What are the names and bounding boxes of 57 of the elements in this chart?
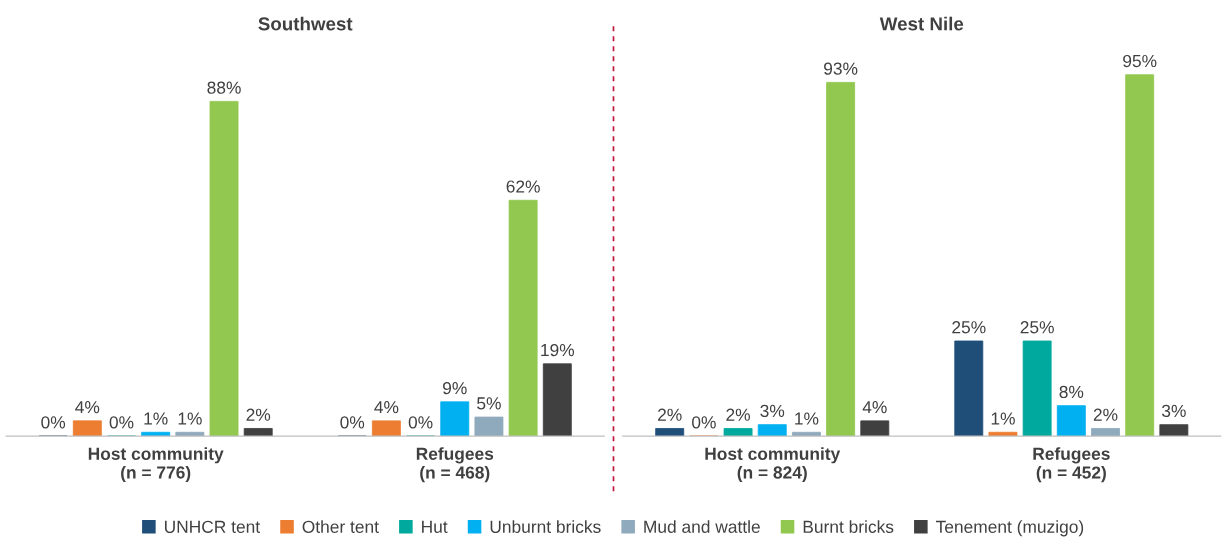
- chart-title: West Nile: [879, 16, 964, 31]
- bar: [72, 420, 102, 437]
- data-label: 25%: [1020, 321, 1054, 334]
- data-label: 1%: [144, 412, 168, 425]
- bar: [542, 363, 572, 437]
- data-label: 9%: [443, 381, 467, 395]
- bar: [440, 401, 470, 437]
- data-label: 19%: [541, 343, 575, 357]
- data-label: 95%: [1123, 54, 1157, 68]
- bar: [209, 100, 239, 437]
- bar: [954, 340, 984, 437]
- data-label: 93%: [824, 62, 858, 75]
- data-label: 0%: [408, 416, 433, 429]
- data-label: 88%: [207, 81, 241, 94]
- bar: [757, 424, 787, 437]
- chart-title: Southwest: [258, 16, 353, 31]
- data-label: 3%: [760, 404, 785, 418]
- bar: [826, 81, 856, 437]
- bar: [1159, 424, 1189, 437]
- data-label: 5%: [477, 397, 501, 410]
- data-label: 2%: [726, 408, 750, 421]
- data-label: 1%: [178, 412, 202, 425]
- x-tick-label: Refugees (n = 468): [416, 447, 494, 483]
- data-label: 0%: [41, 416, 66, 429]
- legend-label: Mud and wattle: [644, 520, 760, 533]
- x-tick-label: Refugees (n = 452): [1033, 447, 1110, 483]
- bar: [474, 416, 504, 437]
- data-label: 2%: [658, 408, 682, 421]
- data-label: 0%: [340, 416, 365, 429]
- bar: [508, 199, 538, 437]
- bar: [860, 420, 890, 437]
- legend-label: Other tent: [302, 520, 379, 533]
- data-label: 0%: [109, 416, 134, 429]
- legend-label: UNHCR tent: [164, 520, 260, 533]
- data-label: 0%: [692, 416, 716, 429]
- bar: [1022, 340, 1052, 437]
- bar: [371, 420, 401, 437]
- data-label: 8%: [1059, 385, 1084, 399]
- bar: [1125, 74, 1155, 437]
- x-tick-label: Host community (n = 824): [705, 447, 841, 483]
- data-label: 3%: [1161, 404, 1186, 418]
- data-label: 1%: [795, 412, 819, 425]
- bar: [1056, 405, 1086, 437]
- bar: [723, 428, 753, 437]
- data-label: 1%: [991, 412, 1015, 425]
- data-label: 4%: [75, 401, 100, 414]
- data-label: 4%: [862, 401, 887, 414]
- x-tick-label: Host community (n = 776): [88, 447, 224, 483]
- data-label: 4%: [374, 401, 399, 414]
- data-label: 62%: [506, 180, 540, 193]
- legend-label: Tenement (muzigo): [936, 520, 1084, 537]
- legend-label: Hut: [422, 520, 448, 533]
- data-label: 2%: [1093, 408, 1118, 421]
- legend-label: Unburnt bricks: [490, 520, 601, 533]
- data-label: 25%: [952, 321, 986, 334]
- legend-label: Burnt bricks: [803, 520, 894, 533]
- data-label: 2%: [246, 408, 271, 421]
